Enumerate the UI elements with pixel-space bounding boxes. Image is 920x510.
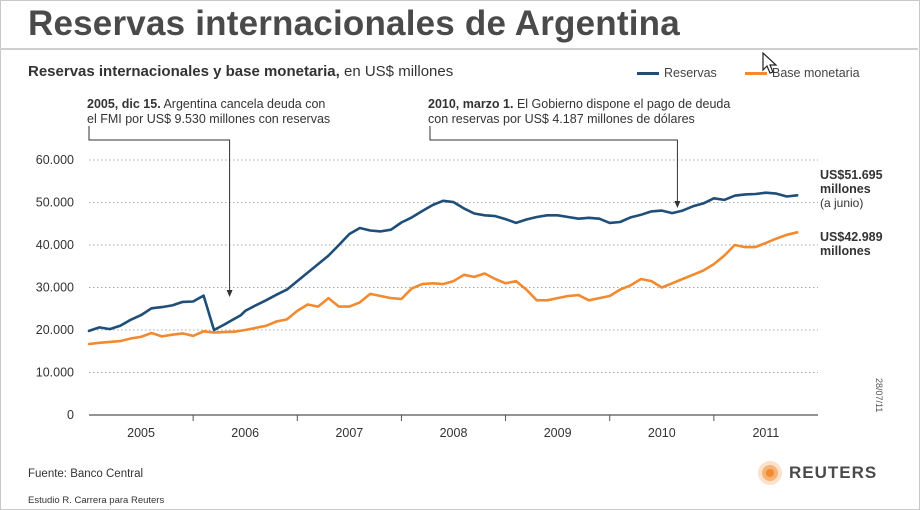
- legend-swatch-reservas: [637, 71, 659, 75]
- subtitle-unit: en US$ millones: [339, 63, 454, 80]
- legend-label-base: Base monetaria: [772, 66, 860, 80]
- legend-item-reservas: Reservas: [637, 66, 717, 80]
- legend-item-base: Base monetaria: [745, 66, 860, 80]
- x-tick-label: 2011: [752, 426, 779, 440]
- end-label-reservas-note: (a junio): [820, 196, 864, 210]
- y-tick-label: 50.000: [36, 196, 74, 210]
- end-label-base-unit: millones: [820, 244, 871, 258]
- y-tick-label: 30.000: [36, 281, 74, 295]
- end-label-reservas-unit: millones: [820, 182, 871, 196]
- reuters-logo: REUTERS: [757, 460, 877, 486]
- y-tick-label: 60.000: [36, 153, 74, 167]
- legend-swatch-base: [745, 71, 767, 75]
- annotation-2010: 2010, marzo 1. El Gobierno dispone el pa…: [428, 97, 730, 127]
- series-line-base-monetaria: [87, 231, 799, 346]
- end-label-reservas: US$51.695 millones (a junio): [820, 168, 883, 210]
- x-tick-label: 2007: [335, 426, 363, 440]
- x-tick-label: 2009: [544, 426, 572, 440]
- page-title: Reservas internacionales de Argentina: [28, 4, 680, 43]
- annotation-2010-leader: [429, 126, 678, 203]
- mouse-cursor-icon: [762, 52, 778, 74]
- x-tick-label: 2008: [440, 426, 468, 440]
- x-tick-label: 2005: [127, 426, 155, 440]
- annotation-2005-line1: Argentina cancela deuda con: [160, 97, 326, 111]
- y-tick-label: 40.000: [36, 238, 74, 252]
- graphic-code: 28/07/11: [874, 378, 884, 413]
- annotation-2010-date: 2010, marzo 1.: [428, 97, 514, 111]
- annotation-2005-line2: el FMI por US$ 9.530 millones con reserv…: [87, 112, 331, 126]
- y-tick-label: 10.000: [36, 366, 74, 380]
- series-line-reservas: [87, 191, 799, 333]
- credit-note: Estudio R. Carrera para Reuters: [28, 495, 165, 506]
- legend-label-reservas: Reservas: [664, 66, 717, 80]
- end-label-base-value: US$42.989: [820, 230, 883, 244]
- end-label-reservas-value: US$51.695: [820, 168, 883, 182]
- y-tick-label: 20.000: [36, 323, 74, 337]
- annotation-2010-line1: El Gobierno dispone el pago de deuda: [513, 97, 731, 111]
- x-tick-label: 2006: [231, 426, 259, 440]
- chart-subtitle: Reservas internacionales y base monetari…: [28, 63, 453, 80]
- annotation-2010-arrow: [674, 201, 681, 208]
- end-label-base: US$42.989 millones: [820, 230, 883, 258]
- y-tick-label: 0: [67, 408, 74, 422]
- subtitle-bold: Reservas internacionales y base monetari…: [28, 63, 340, 80]
- annotation-2005-arrow: [226, 290, 233, 297]
- annotation-2005-leader: [88, 126, 231, 292]
- source-note: Fuente: Banco Central: [28, 468, 144, 480]
- x-tick-label: 2010: [648, 426, 676, 440]
- annotation-2005-date: 2005, dic 15.: [87, 97, 161, 111]
- annotation-2010-line2: con reservas por US$ 4.187 millones de d…: [428, 112, 695, 126]
- reuters-wordmark: REUTERS: [789, 463, 878, 482]
- reuters-icon: [758, 461, 782, 485]
- title-divider: [0, 48, 918, 50]
- annotation-2005: 2005, dic 15. Argentina cancela deuda co…: [87, 97, 330, 127]
